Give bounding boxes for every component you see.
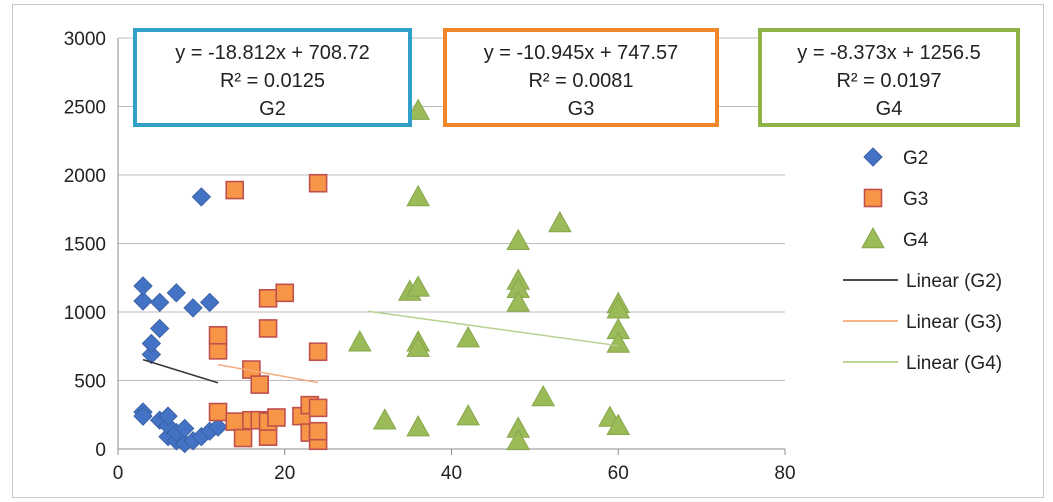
- legend-label: G2: [903, 148, 928, 169]
- trendline-equation: y = -10.945x + 747.57: [484, 42, 679, 64]
- data-point-g2: [149, 318, 170, 339]
- trendline-g2: [142, 358, 219, 384]
- data-point-g4: [406, 415, 430, 437]
- legend-label: Linear (G3): [906, 312, 1002, 333]
- data-point-g2: [191, 187, 212, 207]
- data-point-g2: [200, 292, 220, 313]
- equation-box-g4: [758, 28, 1020, 127]
- legend-label: Linear (G4): [906, 353, 1002, 374]
- data-point-g2: [158, 406, 178, 426]
- y-tick-label: 2000: [64, 166, 106, 187]
- y-tick-label: 1500: [64, 235, 106, 256]
- equation-box-g2: [133, 28, 412, 127]
- x-tick-label: 20: [274, 463, 295, 484]
- data-point-g2: [141, 333, 162, 354]
- x-tick-label: 80: [774, 463, 795, 484]
- data-point-g4: [606, 413, 631, 436]
- equation-series-label: G2: [259, 98, 286, 120]
- trendline-g3: [217, 363, 319, 384]
- data-point-g4: [406, 275, 430, 297]
- y-tick-label: 2500: [64, 98, 106, 119]
- data-point-g4: [531, 384, 556, 407]
- trendline-g4: [368, 310, 619, 347]
- data-point-g4: [406, 335, 430, 357]
- data-point-g4: [456, 326, 481, 348]
- data-point-g4: [548, 210, 572, 233]
- trendline-equation: y = -8.373x + 1256.5: [797, 42, 980, 64]
- equation-series-label: G3: [568, 98, 595, 120]
- data-point-g4: [506, 290, 531, 312]
- data-point-g2: [174, 418, 195, 439]
- data-point-g4: [347, 330, 372, 352]
- data-point-g4: [372, 408, 397, 430]
- data-point-g4: [406, 98, 430, 120]
- equation-box-g3: [443, 28, 719, 127]
- r-squared-label: R² = 0.0197: [836, 70, 941, 92]
- legend-marker-g3: [863, 188, 883, 208]
- data-point-g4: [406, 184, 430, 207]
- data-point-g4: [506, 228, 531, 251]
- data-point-g3: [308, 398, 328, 418]
- x-tick-label: 40: [441, 463, 462, 484]
- data-point-g4: [456, 404, 481, 426]
- legend-marker-g4: [861, 226, 885, 249]
- r-squared-label: R² = 0.0125: [220, 70, 325, 92]
- data-point-g3: [275, 283, 295, 303]
- y-tick-label: 500: [74, 372, 106, 393]
- data-point-g3: [225, 412, 245, 431]
- data-point-g2: [208, 417, 228, 437]
- r-squared-label: R² = 0.0081: [528, 70, 633, 92]
- equation-series-label: G4: [876, 98, 903, 120]
- y-tick-label: 1000: [64, 303, 106, 324]
- data-point-g3: [208, 325, 228, 345]
- legend-label: Linear (G2): [906, 271, 1002, 292]
- data-point-g2: [133, 276, 153, 296]
- data-point-g2: [166, 283, 187, 303]
- legend-label: G4: [903, 230, 929, 251]
- x-tick-label: 60: [608, 463, 629, 484]
- legend-marker-g2: [863, 147, 883, 167]
- data-point-g3: [225, 180, 245, 200]
- data-point-g3: [208, 402, 228, 422]
- data-point-g2: [183, 298, 203, 318]
- data-point-g3: [267, 408, 286, 427]
- x-tick-label: 0: [113, 463, 124, 484]
- y-tick-label: 0: [95, 440, 106, 461]
- data-point-g2: [133, 406, 153, 426]
- data-point-g3: [258, 319, 278, 338]
- data-point-g3: [258, 288, 278, 308]
- data-point-g4: [606, 331, 631, 353]
- data-point-g4: [506, 428, 531, 451]
- data-point-g2: [133, 291, 153, 311]
- data-point-g3: [308, 173, 328, 193]
- data-point-g2: [149, 292, 170, 313]
- data-point-g3: [308, 342, 328, 362]
- data-point-g3: [233, 428, 253, 448]
- data-point-g3: [250, 375, 270, 394]
- legend-label: G3: [903, 189, 928, 210]
- data-point-g3: [308, 421, 328, 441]
- data-point-g2: [141, 344, 162, 365]
- trendline-equation: y = -18.812x + 708.72: [175, 42, 370, 64]
- y-tick-label: 3000: [64, 29, 106, 50]
